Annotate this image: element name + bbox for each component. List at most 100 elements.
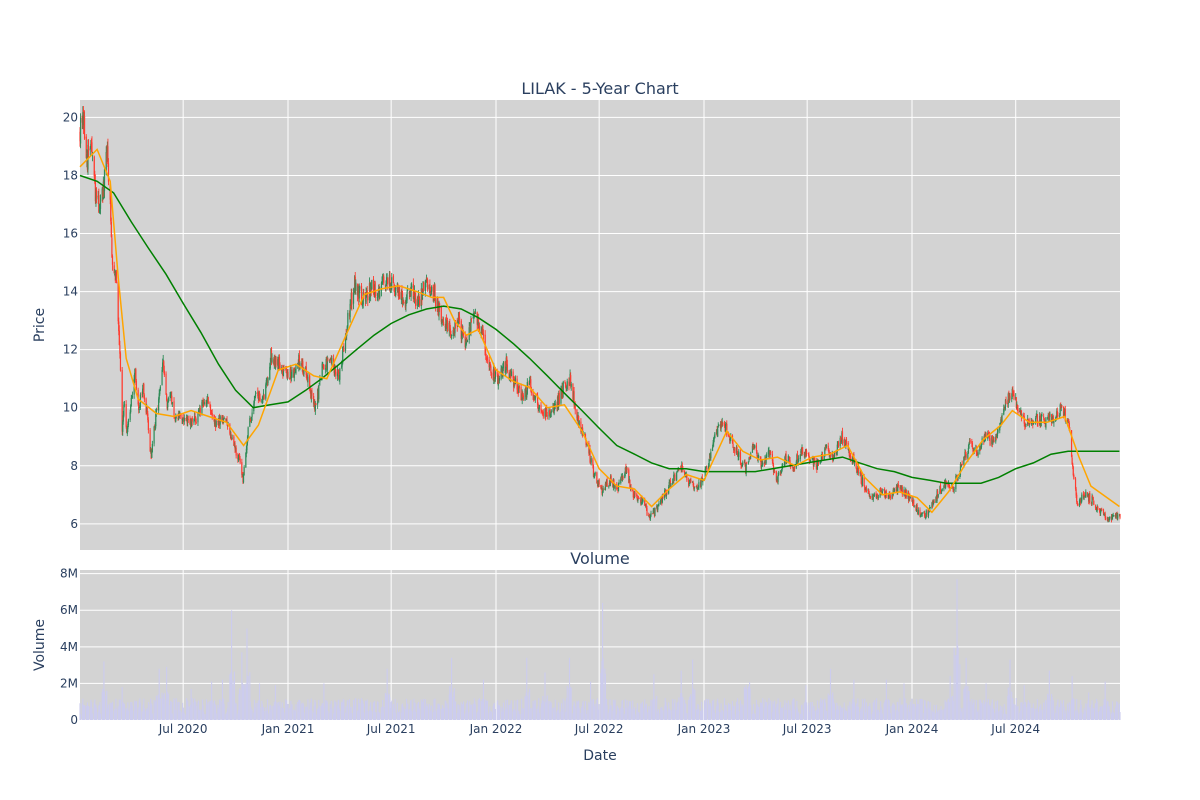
volume-bar (781, 707, 783, 720)
candle-body (115, 272, 118, 283)
volume-bar (458, 709, 461, 720)
volume-bar (107, 711, 109, 720)
candle-body (1057, 415, 1059, 417)
volume-bar (825, 710, 828, 720)
candle-body (143, 395, 145, 400)
volume-bar (171, 701, 173, 720)
volume-bar (358, 698, 360, 720)
candle-body (466, 339, 468, 342)
candle-body (261, 400, 263, 403)
volume-bar (223, 698, 225, 720)
candle-body (570, 384, 572, 387)
volume-bar (795, 706, 797, 720)
volume-bar (999, 710, 1001, 720)
candle-body (181, 418, 184, 422)
volume-bar (613, 701, 615, 720)
candle-body (210, 411, 212, 413)
volume-bar (927, 701, 929, 720)
candle-body (223, 417, 225, 420)
volume-bar (482, 679, 485, 720)
candle-body (629, 479, 631, 488)
volume-y-tick-label: 6M (60, 603, 78, 617)
volume-bar (825, 714, 827, 720)
volume-bar (909, 701, 911, 720)
volume-bar (1037, 711, 1039, 720)
candle-body (1024, 422, 1026, 426)
volume-bar (947, 698, 950, 720)
volume-bar (440, 708, 442, 720)
candle-body (477, 318, 479, 329)
volume-bar (394, 698, 396, 720)
candle-body (344, 333, 347, 351)
volume-bar (155, 700, 157, 720)
volume-bar (143, 708, 145, 720)
volume-bar (553, 707, 555, 720)
candle-body (534, 395, 536, 400)
candle-body (546, 408, 548, 416)
volume-bar (545, 702, 547, 720)
volume-bar (345, 706, 347, 720)
candle-body (714, 433, 716, 439)
volume-bar (693, 688, 695, 720)
volume-bar (881, 709, 883, 720)
volume-bar (469, 701, 471, 720)
volume-bar (518, 713, 520, 720)
candle-body (869, 495, 871, 499)
candle-body (743, 461, 746, 463)
volume-bar (190, 688, 192, 720)
volume-bar (852, 698, 854, 720)
candle-body (318, 383, 320, 385)
volume-bar (1052, 700, 1054, 720)
candle-body (1113, 515, 1115, 516)
candle-body (250, 416, 253, 421)
candle-body (370, 287, 372, 296)
volume-bar (1039, 706, 1041, 720)
volume-bar (488, 712, 490, 720)
volume-bar (366, 701, 368, 720)
candle-body (465, 342, 467, 348)
volume-bar (963, 695, 965, 720)
candle-body (708, 458, 710, 467)
candle-body (933, 501, 935, 503)
candle-body (692, 482, 694, 486)
candle-body (877, 496, 879, 498)
volume-bar (473, 703, 475, 720)
volume-bar (174, 699, 176, 720)
volume-bar (460, 702, 462, 720)
volume-bar (875, 700, 877, 720)
volume-bar (86, 705, 88, 720)
candle-body (968, 443, 970, 449)
volume-bar (945, 701, 947, 720)
volume-bar (420, 699, 422, 720)
candle-body (245, 448, 247, 454)
volume-bar (1085, 703, 1087, 720)
volume-bar (566, 697, 568, 720)
volume-bar (241, 652, 243, 720)
candle-body (864, 485, 866, 491)
volume-bar (706, 698, 708, 720)
volume-bar (303, 712, 305, 720)
volume-bar (438, 703, 440, 720)
volume-bar (548, 700, 550, 720)
volume-bar (1023, 704, 1025, 720)
candle-body (146, 408, 148, 415)
volume-bar (405, 709, 407, 720)
volume-bar (581, 705, 583, 720)
volume-bar (900, 707, 902, 720)
volume-bar (666, 710, 668, 720)
volume-bar (680, 693, 682, 720)
candle-body (458, 317, 461, 320)
candle-body (674, 474, 676, 480)
candle-body (1041, 415, 1043, 417)
volume-bar (646, 712, 648, 720)
volume-bar (145, 710, 147, 720)
candle-body (222, 415, 224, 423)
volume-bar (983, 700, 985, 720)
volume-bar (1047, 693, 1049, 720)
candle-body (334, 367, 336, 371)
candle-body (564, 381, 566, 383)
volume-bar (398, 713, 400, 720)
candle-body (1105, 517, 1107, 519)
candle-body (99, 195, 102, 209)
volume-bar (1102, 705, 1105, 720)
